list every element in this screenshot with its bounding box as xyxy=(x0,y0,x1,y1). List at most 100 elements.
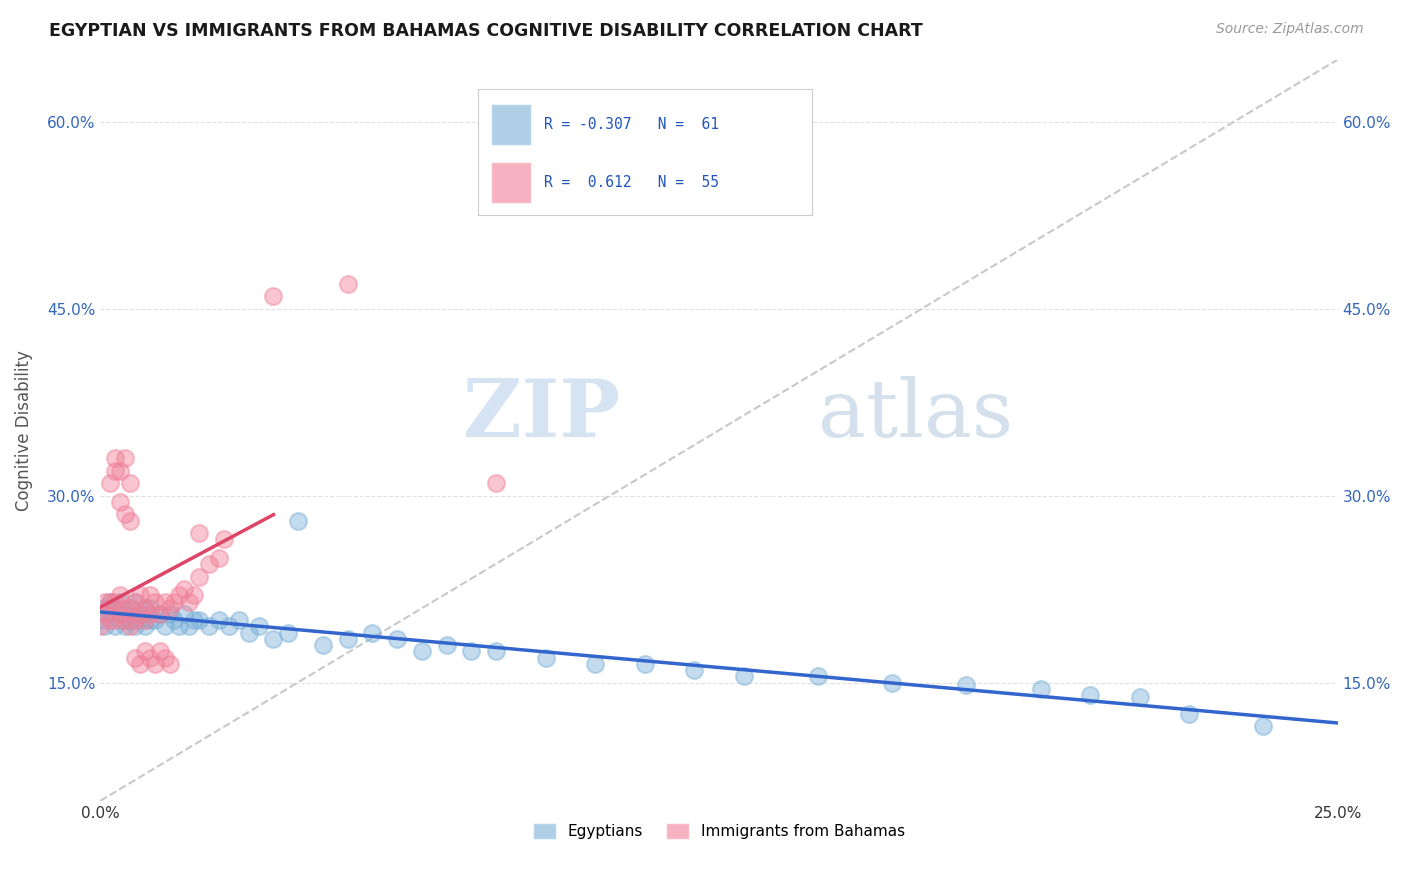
Point xyxy=(89,613,111,627)
Point xyxy=(104,600,127,615)
Point xyxy=(198,557,221,571)
Point xyxy=(143,594,166,608)
Point xyxy=(114,607,136,621)
Legend: Egyptians, Immigrants from Bahamas: Egyptians, Immigrants from Bahamas xyxy=(526,817,911,845)
Point xyxy=(683,663,706,677)
Point xyxy=(485,644,508,658)
Point xyxy=(118,476,141,491)
Point xyxy=(118,619,141,633)
Point xyxy=(436,638,458,652)
Point xyxy=(312,638,335,652)
Point xyxy=(114,451,136,466)
Point xyxy=(98,594,121,608)
Point xyxy=(1253,719,1275,733)
Point xyxy=(247,619,270,633)
Point xyxy=(208,550,231,565)
Point xyxy=(198,619,221,633)
Point xyxy=(134,619,156,633)
Point xyxy=(149,607,172,621)
Point xyxy=(128,607,150,621)
Point xyxy=(218,619,240,633)
Point xyxy=(159,600,181,615)
Point xyxy=(124,650,146,665)
Point xyxy=(94,607,117,621)
Point xyxy=(173,607,195,621)
Point xyxy=(114,508,136,522)
Point xyxy=(534,650,557,665)
Point xyxy=(188,569,211,583)
Point xyxy=(134,600,156,615)
Point xyxy=(108,607,131,621)
Point xyxy=(108,588,131,602)
Point xyxy=(361,625,384,640)
Y-axis label: Cognitive Disability: Cognitive Disability xyxy=(15,350,32,511)
Point xyxy=(212,533,235,547)
Point xyxy=(1129,690,1152,705)
Point xyxy=(98,607,121,621)
Point xyxy=(94,600,117,615)
Point xyxy=(104,619,127,633)
Point xyxy=(104,613,127,627)
Point xyxy=(98,476,121,491)
Point xyxy=(149,644,172,658)
Point xyxy=(1078,688,1101,702)
Text: EGYPTIAN VS IMMIGRANTS FROM BAHAMAS COGNITIVE DISABILITY CORRELATION CHART: EGYPTIAN VS IMMIGRANTS FROM BAHAMAS COGN… xyxy=(49,22,922,40)
Point xyxy=(104,594,127,608)
Text: atlas: atlas xyxy=(818,376,1014,454)
Point xyxy=(149,607,172,621)
Point xyxy=(128,607,150,621)
Point xyxy=(173,582,195,596)
Point xyxy=(124,619,146,633)
Point xyxy=(460,644,482,658)
Text: ZIP: ZIP xyxy=(463,376,620,454)
Point xyxy=(583,657,606,671)
Point xyxy=(159,657,181,671)
Point xyxy=(139,600,162,615)
Point xyxy=(114,600,136,615)
Point xyxy=(128,588,150,602)
Point xyxy=(114,619,136,633)
Point xyxy=(108,495,131,509)
Point xyxy=(124,613,146,627)
Point xyxy=(108,594,131,608)
Point xyxy=(277,625,299,640)
Point xyxy=(153,650,176,665)
Point xyxy=(733,669,755,683)
Point xyxy=(169,588,191,602)
Point xyxy=(139,607,162,621)
Point xyxy=(104,451,127,466)
Point xyxy=(169,619,191,633)
Point xyxy=(411,644,433,658)
Point xyxy=(387,632,409,646)
Point xyxy=(263,289,285,303)
Point xyxy=(108,613,131,627)
Point xyxy=(634,657,657,671)
Point xyxy=(134,600,156,615)
Point xyxy=(98,613,121,627)
Point xyxy=(485,476,508,491)
Point xyxy=(114,613,136,627)
Point xyxy=(118,514,141,528)
Point xyxy=(159,607,181,621)
Point xyxy=(139,613,162,627)
Point xyxy=(153,619,176,633)
Point xyxy=(98,594,121,608)
Point xyxy=(882,675,904,690)
Point xyxy=(143,657,166,671)
Point xyxy=(108,464,131,478)
Point xyxy=(118,613,141,627)
Point xyxy=(124,594,146,608)
Point xyxy=(153,594,176,608)
Point xyxy=(188,526,211,541)
Point xyxy=(163,594,186,608)
Point xyxy=(163,613,186,627)
Point xyxy=(336,632,359,646)
Point xyxy=(139,650,162,665)
Point xyxy=(118,600,141,615)
Point xyxy=(228,613,250,627)
Point xyxy=(94,594,117,608)
Text: Source: ZipAtlas.com: Source: ZipAtlas.com xyxy=(1216,22,1364,37)
Point xyxy=(188,613,211,627)
Point xyxy=(1178,706,1201,721)
Point xyxy=(134,644,156,658)
